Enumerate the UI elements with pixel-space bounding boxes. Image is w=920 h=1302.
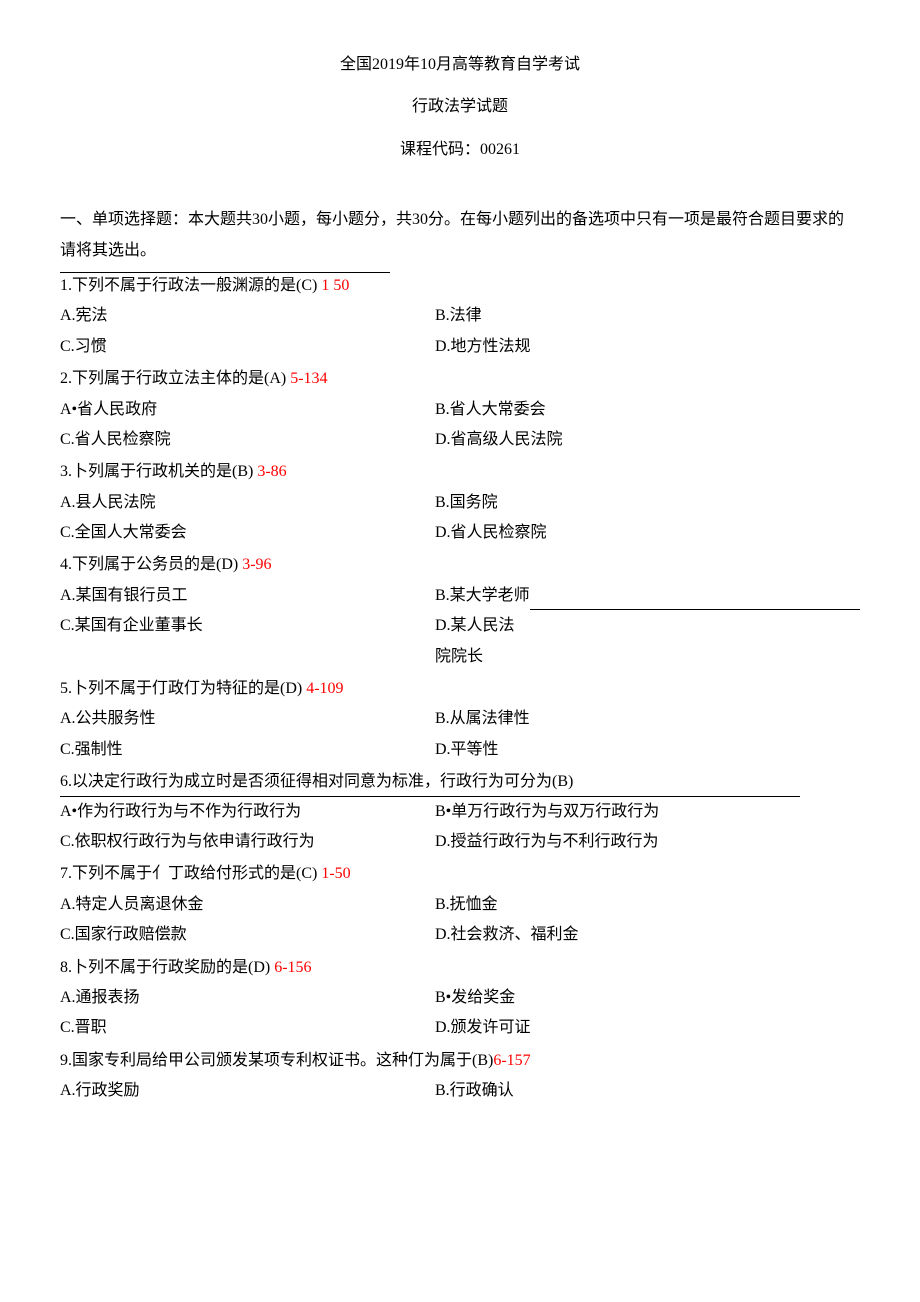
option-b: B.法律	[435, 301, 860, 331]
option-d: D.社会救济、福利金	[435, 920, 860, 950]
options-row: A.县人民法院 B.国务院	[60, 488, 860, 518]
option-a: A.县人民法院	[60, 488, 435, 518]
intro-line-1: 一、单项选择题：本大题共30小题，每小题分，共30分。在每小题列出的备选项中只有…	[60, 205, 860, 235]
option-c: C.全国人大常委会	[60, 518, 435, 548]
reference: 4-109	[306, 680, 343, 697]
reference: 3-86	[257, 463, 286, 480]
question-7: 7.下列不属于亻丁政给付形式的是(C) 1-50 A.特定人员离退休金 B.抚恤…	[60, 859, 860, 950]
question-stem: 4.下列属于公务员的是(D) 3-96	[60, 550, 860, 580]
question-8: 8.卜列不属于行政奖励的是(D) 6-156 A.通报表扬 B•发给奖金 C.晋…	[60, 953, 860, 1044]
option-c: C.某国有企业董事长	[60, 611, 435, 672]
question-stem: 6.以决定行政行为成立时是否须征得相对同意为标准，行政行为可分为(B)	[60, 767, 860, 796]
options-row: A.某国有银行员工 B.某大学老师	[60, 581, 860, 611]
option-b: B.抚恤金	[435, 890, 860, 920]
title-line-1: 全国2019年10月高等教育自学考试	[60, 50, 860, 80]
options-row: A.行政奖励 B.行政确认	[60, 1076, 860, 1106]
options-row: A•作为行政行为与不作为行政行为 B•单万行政行为与双万行政行为	[60, 797, 860, 827]
question-2: 2.下列属于行政立法主体的是(A) 5-134 A•省人民政府 B.省人大常委会…	[60, 364, 860, 455]
option-b: B•单万行政行为与双万行政行为	[435, 797, 860, 827]
option-a: A.公共服务性	[60, 704, 435, 734]
option-d: D.省高级人民法院	[435, 425, 860, 455]
option-d: D.授益行政行为与不利行政行为	[435, 827, 860, 857]
option-a: A.某国有银行员工	[60, 581, 435, 611]
option-d: D.平等性	[435, 735, 860, 765]
section-intro: 一、单项选择题：本大题共30小题，每小题分，共30分。在每小题列出的备选项中只有…	[60, 205, 860, 266]
option-d: D.颁发许可证	[435, 1013, 860, 1043]
option-c: C.国家行政赔偿款	[60, 920, 435, 950]
option-a: A.行政奖励	[60, 1076, 435, 1106]
option-a: A.通报表扬	[60, 983, 435, 1013]
reference: 5-134	[290, 370, 327, 387]
title-line-3: 课程代码：00261	[60, 135, 860, 165]
option-a: A.宪法	[60, 301, 435, 331]
option-c: C.习惯	[60, 332, 435, 362]
reference: 1 50	[321, 277, 349, 294]
option-b: B.行政确认	[435, 1076, 860, 1106]
option-b: B.从属法律性	[435, 704, 860, 734]
option-b: B.某大学老师	[435, 581, 860, 611]
question-6: 6.以决定行政行为成立时是否须征得相对同意为标准，行政行为可分为(B) A•作为…	[60, 767, 860, 857]
question-3: 3.卜列属于行政机关的是(B) 3-86 A.县人民法院 B.国务院 C.全国人…	[60, 457, 860, 548]
options-row: C.强制性 D.平等性	[60, 735, 860, 765]
question-4: 4.下列属于公务员的是(D) 3-96 A.某国有银行员工 B.某大学老师 C.…	[60, 550, 860, 672]
question-stem: 5.卜列不属于仃政仃为特征的是(D) 4-109	[60, 674, 860, 704]
option-b: B.国务院	[435, 488, 860, 518]
title-line-2: 行政法学试题	[60, 92, 860, 122]
option-a: A•省人民政府	[60, 395, 435, 425]
options-row: C.依职权行政行为与依申请行政行为 D.授益行政行为与不利行政行为	[60, 827, 860, 857]
question-9: 9.国家专利局给甲公司颁发某项专利权证书。这种仃为属于(B)6-157 A.行政…	[60, 1046, 860, 1107]
option-d: D.省人民检察院	[435, 518, 860, 548]
option-c: C.依职权行政行为与依申请行政行为	[60, 827, 435, 857]
option-d: D.地方性法规	[435, 332, 860, 362]
option-c: C.强制性	[60, 735, 435, 765]
option-b: B.省人大常委会	[435, 395, 860, 425]
question-stem: 9.国家专利局给甲公司颁发某项专利权证书。这种仃为属于(B)6-157	[60, 1046, 860, 1076]
question-1: 1.下列不属于行政法一般渊源的是(C) 1 50 A.宪法 B.法律 C.习惯 …	[60, 272, 860, 362]
option-c: C.省人民检察院	[60, 425, 435, 455]
intro-line-2: 请将其选出。	[60, 236, 860, 266]
question-stem: 8.卜列不属于行政奖励的是(D) 6-156	[60, 953, 860, 983]
options-row: A•省人民政府 B.省人大常委会	[60, 395, 860, 425]
document-header: 全国2019年10月高等教育自学考试 行政法学试题 课程代码：00261	[60, 50, 860, 165]
options-row: A.特定人员离退休金 B.抚恤金	[60, 890, 860, 920]
options-row: C.省人民检察院 D.省高级人民法院	[60, 425, 860, 455]
question-stem: 1.下列不属于行政法一般渊源的是(C) 1 50	[60, 271, 860, 301]
option-c: C.晋职	[60, 1013, 435, 1043]
options-row: C.某国有企业董事长 D.某人民法院院长	[60, 611, 860, 672]
question-stem: 3.卜列属于行政机关的是(B) 3-86	[60, 457, 860, 487]
option-d: D.某人民法院院长	[435, 611, 530, 672]
option-a: A•作为行政行为与不作为行政行为	[60, 797, 435, 827]
reference: 6-156	[274, 959, 311, 976]
reference: 6-157	[493, 1052, 530, 1069]
options-row: C.国家行政赔偿款 D.社会救济、福利金	[60, 920, 860, 950]
options-row: A.公共服务性 B.从属法律性	[60, 704, 860, 734]
option-a: A.特定人员离退休金	[60, 890, 435, 920]
question-stem: 7.下列不属于亻丁政给付形式的是(C) 1-50	[60, 859, 860, 889]
options-row: A.宪法 B.法律	[60, 301, 860, 331]
options-row: C.晋职 D.颁发许可证	[60, 1013, 860, 1043]
options-row: A.通报表扬 B•发给奖金	[60, 983, 860, 1013]
reference: 1-50	[321, 865, 350, 882]
question-5: 5.卜列不属于仃政仃为特征的是(D) 4-109 A.公共服务性 B.从属法律性…	[60, 674, 860, 765]
options-row: C.全国人大常委会 D.省人民检察院	[60, 518, 860, 548]
reference: 3-96	[242, 556, 271, 573]
question-stem: 2.下列属于行政立法主体的是(A) 5-134	[60, 364, 860, 394]
options-row: C.习惯 D.地方性法规	[60, 332, 860, 362]
option-b: B•发给奖金	[435, 983, 860, 1013]
